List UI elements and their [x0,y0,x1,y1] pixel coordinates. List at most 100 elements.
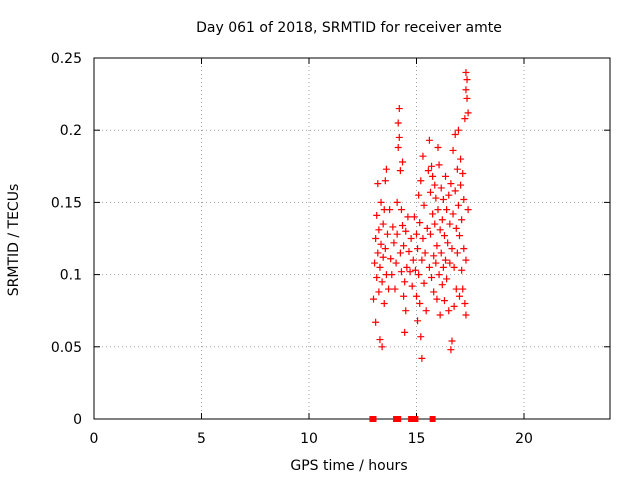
data-point [396,249,404,257]
data-point [419,235,427,242]
data-point [461,299,469,307]
data-point [375,288,383,296]
data-point [397,268,405,276]
data-point [387,255,395,263]
data-point [431,181,439,189]
data-point [461,115,469,123]
data-point [383,230,391,238]
data-point [454,201,462,209]
data-point [462,256,470,264]
data-point [410,213,418,221]
data-point [397,206,405,214]
data-point [404,213,412,221]
data-point [392,259,400,267]
data-point [380,299,388,307]
data-point [378,278,386,286]
data-point [426,230,434,238]
data-point [432,259,440,267]
data-point [437,249,445,257]
data-point [381,245,389,253]
data-point [415,271,423,279]
data-point [372,318,380,326]
data-point [428,162,436,170]
data-point [430,288,438,296]
data-point [415,191,423,199]
data-point [452,224,460,232]
data-point [453,249,461,257]
data-point [416,219,424,227]
axis-ticks: 0 5 10 15 20 0 0.05 0.1 0.15 0.2 0.25 [51,51,610,447]
data-point [396,167,404,175]
data-point [394,119,402,127]
data-point [458,216,466,224]
data-point [414,245,422,253]
data-point [413,292,420,300]
data-point [436,226,444,234]
x-tick-label: 5 [197,431,206,447]
data-point [370,295,377,303]
y-tick-label: 0.1 [60,268,82,284]
data-point [458,266,466,274]
data-point [429,172,437,180]
data-point [449,210,457,218]
data-point [439,196,447,204]
data-point [399,222,407,230]
data-point [430,252,438,260]
x-tick-label: 20 [515,431,533,447]
data-point [413,230,420,238]
data-point [452,285,460,293]
data-point [414,317,422,325]
data-point [416,299,424,307]
data-point [432,194,440,202]
baseline-marker [370,416,377,422]
data-point [434,206,442,214]
data-point [431,220,439,228]
data-point [464,206,472,214]
data-point [400,242,408,250]
data-point [395,105,403,113]
x-tick-label: 15 [408,431,426,447]
data-point [435,161,443,169]
data-point [445,191,453,199]
data-point [433,242,441,250]
y-tick-label: 0.15 [51,195,82,211]
data-point [391,285,399,293]
data-point [394,144,402,152]
data-point [438,281,446,289]
data-point [460,245,468,253]
data-point [403,263,411,271]
data-point [454,126,462,134]
y-tick-label: 0.25 [51,51,82,67]
data-point [424,167,432,175]
data-point [457,155,465,163]
data-point [462,86,470,94]
data-point [460,196,468,204]
data-point [456,232,463,240]
data-point [419,152,427,160]
data-point [425,263,433,271]
data-point [451,131,459,139]
data-point [385,285,393,293]
y-tick-label: 0.05 [51,340,82,356]
data-point [373,273,381,281]
data-point [464,109,472,117]
data-point [406,268,414,276]
data-point [447,346,455,354]
data-point [372,235,380,242]
data-point [440,232,448,240]
data-point [429,210,437,218]
data-point [459,170,467,178]
data-point [422,307,430,315]
data-point [448,337,456,345]
data-point [450,263,458,271]
y-axis-label: SRMTID / TECUs [6,184,22,297]
data-point [376,336,384,344]
data-point [386,206,394,214]
data-point [388,271,396,279]
data-point [381,177,389,185]
data-point [418,354,426,362]
data-point [420,201,428,209]
data-point [463,76,471,84]
y-tick-label: 0 [73,412,82,428]
data-points [369,68,472,422]
